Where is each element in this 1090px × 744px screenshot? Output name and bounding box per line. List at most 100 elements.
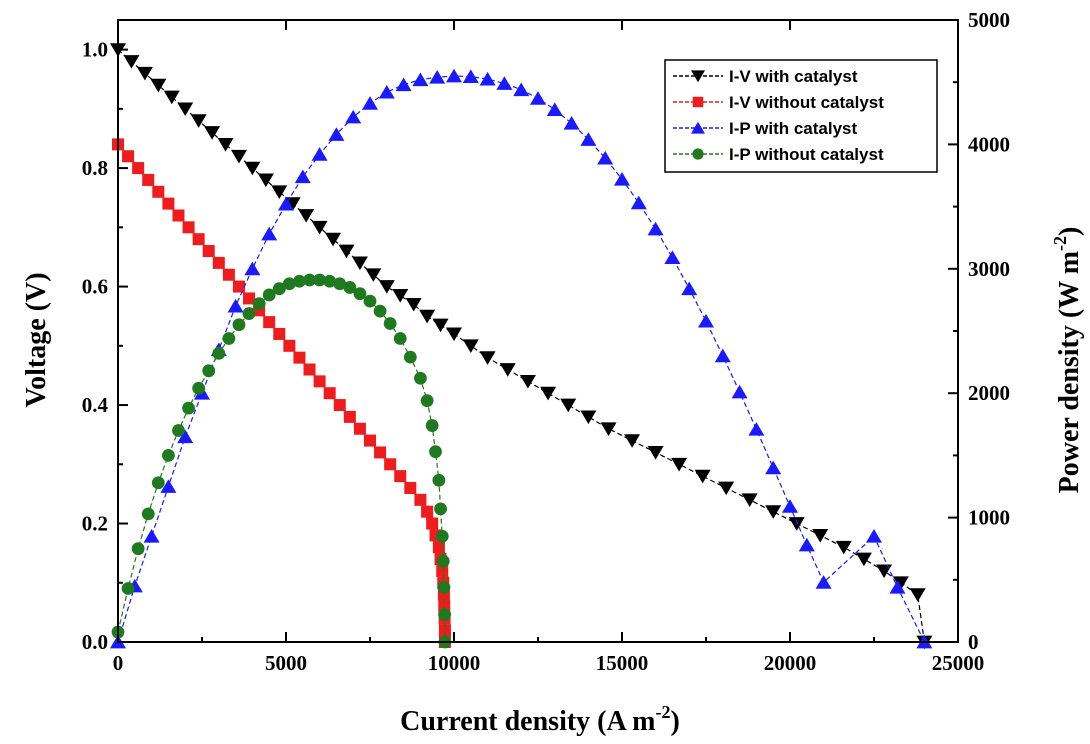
- data-point: [748, 422, 765, 436]
- y-axis-right-title-sup: -2: [1050, 236, 1070, 251]
- legend-label: I-P without catalyst: [729, 145, 884, 164]
- data-point: [353, 287, 367, 301]
- data-point: [698, 313, 714, 328]
- x-tick-label: 0: [113, 651, 124, 675]
- x-tick-label: 15000: [596, 651, 649, 675]
- y-axis-left-title: Voltage (V): [21, 272, 52, 407]
- x-axis-title-end: ): [671, 706, 680, 737]
- data-point: [426, 517, 439, 530]
- data-point: [782, 499, 798, 513]
- data-point: [123, 55, 140, 69]
- y-left-tick-label: 0.4: [82, 393, 109, 417]
- data-point: [363, 294, 377, 308]
- data-point: [192, 381, 206, 395]
- data-point: [798, 537, 815, 552]
- y-left-tick-label: 0.2: [82, 512, 108, 536]
- data-point: [876, 564, 893, 579]
- data-point: [227, 298, 244, 313]
- y-right-tick-label: 0: [968, 630, 979, 654]
- x-tick-label: 5000: [265, 651, 307, 675]
- data-point: [141, 507, 155, 521]
- data-point: [172, 424, 185, 437]
- data-point: [151, 476, 165, 490]
- data-point: [671, 457, 688, 472]
- data-point: [278, 196, 294, 211]
- data-point: [788, 517, 805, 531]
- data-point: [404, 481, 417, 494]
- data-point: [362, 96, 378, 110]
- data-point: [378, 280, 395, 294]
- data-point: [338, 244, 355, 259]
- data-point: [741, 493, 758, 508]
- data-point: [496, 76, 513, 90]
- data-point: [230, 149, 247, 164]
- data-point: [462, 69, 479, 84]
- data-point: [479, 351, 496, 365]
- data-point: [419, 309, 436, 324]
- data-point: [513, 82, 530, 97]
- data-point: [325, 232, 342, 247]
- data-point: [432, 473, 446, 487]
- x-axis-title: Current density (A m-2): [400, 702, 680, 737]
- series-i-p-with-catalyst: [110, 68, 933, 649]
- data-point: [142, 173, 155, 186]
- data-point: [162, 449, 175, 462]
- x-tick-label: 20000: [764, 651, 817, 675]
- data-point: [122, 150, 135, 163]
- data-point: [429, 445, 442, 459]
- data-point: [624, 434, 641, 448]
- data-point: [815, 575, 832, 589]
- data-point: [429, 70, 446, 84]
- data-point: [212, 256, 225, 269]
- data-point: [405, 297, 422, 312]
- data-point: [204, 126, 221, 140]
- y-axis-right-title-end: ): [1054, 227, 1085, 236]
- data-point: [343, 281, 357, 294]
- data-point: [313, 273, 326, 287]
- series-line: [117, 279, 446, 643]
- data-point: [272, 282, 286, 296]
- data-point: [393, 332, 407, 345]
- data-point: [420, 394, 434, 408]
- y-left-tick-label: 0.0: [82, 630, 108, 654]
- data-point: [479, 71, 496, 86]
- data-point: [383, 317, 397, 330]
- legend-marker: [691, 121, 705, 134]
- x-tick-label: 25000: [932, 651, 985, 675]
- data-point: [373, 304, 387, 318]
- y-axis-right-title-text: Power density (W m: [1054, 251, 1085, 493]
- data-point: [202, 245, 215, 258]
- y-left-tick-label: 1.0: [82, 38, 108, 62]
- legend-marker: [691, 70, 705, 83]
- data-point: [499, 363, 516, 377]
- data-point: [273, 327, 286, 340]
- data-point: [177, 429, 194, 444]
- y-right-tick-label: 3000: [968, 257, 1010, 281]
- data-point: [298, 209, 315, 223]
- y-right-tick-label: 4000: [968, 132, 1010, 156]
- data-point: [252, 297, 266, 311]
- data-point: [694, 469, 711, 484]
- legend-marker: [692, 96, 704, 108]
- data-point: [192, 233, 205, 246]
- data-point: [546, 102, 563, 116]
- data-point: [378, 84, 395, 99]
- data-point: [311, 147, 328, 161]
- data-point: [436, 554, 450, 568]
- data-point: [438, 624, 451, 637]
- data-point: [436, 564, 449, 577]
- data-point: [143, 529, 160, 543]
- data-point: [414, 493, 427, 506]
- data-point: [282, 277, 296, 291]
- data-point: [271, 185, 288, 199]
- data-point: [172, 209, 185, 222]
- data-point: [333, 399, 346, 412]
- x-tick-label: 10000: [428, 651, 481, 675]
- data-point: [835, 540, 852, 555]
- data-point: [812, 528, 829, 543]
- data-point: [889, 580, 906, 594]
- y-right-tick-label: 1000: [968, 506, 1010, 530]
- data-point: [560, 398, 577, 413]
- data-point: [294, 169, 311, 184]
